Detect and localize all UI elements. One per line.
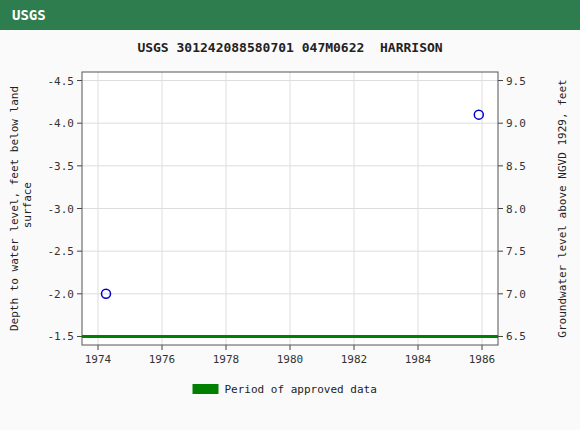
header-bar <box>0 0 580 30</box>
y-tick-label: -3.0 <box>48 203 75 216</box>
chart: USGS USGS 301242088580701 047M0622 HARRIS… <box>0 0 580 430</box>
x-tick <box>290 345 291 350</box>
legend: Period of approved data <box>193 383 377 396</box>
y2-tick <box>498 293 503 294</box>
plot-area <box>82 72 498 345</box>
x-tick-label: 1978 <box>213 353 240 366</box>
x-tick-label: 1982 <box>341 353 368 366</box>
plot-frame <box>82 72 498 345</box>
y-tick-label: -4.5 <box>48 75 75 88</box>
y2-tick-label: 9.0 <box>506 117 526 130</box>
y2-tick <box>498 80 503 81</box>
x-tick-label: 1984 <box>405 353 432 366</box>
grid-line-y <box>82 165 498 166</box>
y2-axis-label: Groundwater level above NGVD 1929, feet <box>556 79 569 337</box>
x-tick-label: 1980 <box>277 353 304 366</box>
axes: 1974 1976 1978 1980 1982 1984 1986 -4.5 -4.0 -3.5… <box>48 72 526 366</box>
legend-label: Period of approved data <box>225 383 377 396</box>
y2-tick <box>498 208 503 209</box>
x-tick-label: 1986 <box>469 353 496 366</box>
y-tick <box>77 336 82 337</box>
y2-tick <box>498 123 503 124</box>
x-tick <box>418 345 419 350</box>
y2-tick <box>498 336 503 337</box>
y-tick-label: -3.5 <box>48 160 75 173</box>
x-tick <box>226 345 227 350</box>
y-tick <box>77 208 82 209</box>
x-tick <box>98 345 99 350</box>
y2-tick-label: 9.5 <box>506 75 526 88</box>
grid-line-y <box>82 251 498 252</box>
legend-swatch <box>193 384 219 394</box>
scatter-point <box>474 110 483 119</box>
y-tick <box>77 293 82 294</box>
y-tick-label: -1.5 <box>48 330 75 343</box>
grid <box>82 72 498 345</box>
grid-line-y <box>82 123 498 124</box>
data <box>82 110 498 336</box>
grid-line-y <box>82 336 498 337</box>
y-tick <box>77 123 82 124</box>
y-tick <box>77 251 82 252</box>
y-tick <box>77 165 82 166</box>
x-tick <box>482 345 483 350</box>
x-tick-label: 1974 <box>85 353 112 366</box>
y-tick <box>77 80 82 81</box>
grid-line-y <box>82 293 498 294</box>
grid-line-y <box>82 208 498 209</box>
y2-tick <box>498 251 503 252</box>
x-tick <box>354 345 355 350</box>
x-tick-label: 1976 <box>149 353 176 366</box>
y2-tick-label: 7.0 <box>506 288 526 301</box>
background <box>0 0 580 430</box>
header-text: USGS <box>12 7 46 23</box>
y-axis-label: Depth to water level, feet below land su… <box>8 86 34 331</box>
y2-tick-label: 7.5 <box>506 245 526 258</box>
y-tick-label: -2.0 <box>48 288 75 301</box>
y2-tick-label: 8.5 <box>506 160 526 173</box>
line-series <box>82 335 498 338</box>
scatter-point <box>102 289 111 298</box>
title: USGS 301242088580701 047M0622 HARRISON <box>137 40 442 55</box>
y-tick-label: -4.0 <box>48 117 75 130</box>
y-tick-label: -2.5 <box>48 245 75 258</box>
y2-tick <box>498 165 503 166</box>
grid-line-y <box>82 80 498 81</box>
y2-tick-label: 8.0 <box>506 203 526 216</box>
x-tick <box>162 345 163 350</box>
y2-tick-label: 6.5 <box>506 330 526 343</box>
